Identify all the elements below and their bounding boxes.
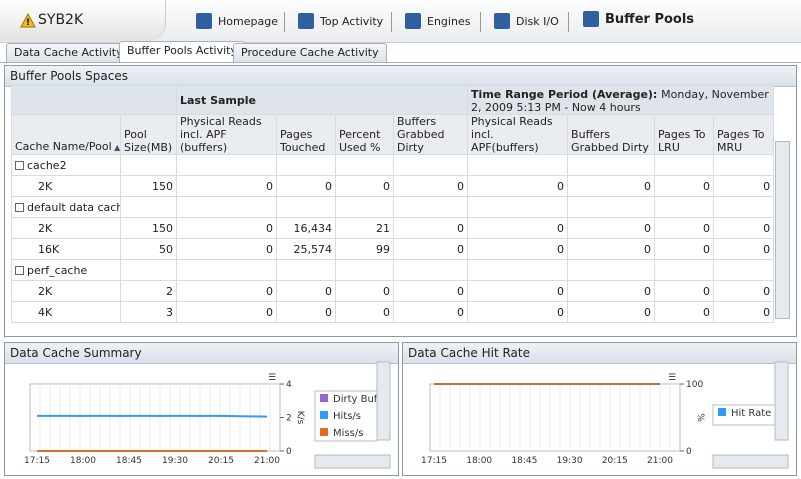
legend-swatch [718,408,726,416]
x-tick-label: 17:15 [24,456,50,466]
chart-menu: ☰ [268,373,276,383]
legend-label: Hit Rate [731,408,771,419]
scrollbar[interactable] [775,362,788,440]
y-tick-label: 4 [286,380,292,390]
series-line [37,416,267,417]
y-tick-label: 0 [286,447,292,457]
plot-area [430,384,680,451]
x-tick-label: 19:30 [162,456,188,466]
scrollbar[interactable] [377,362,390,440]
scrollbar[interactable] [315,455,390,468]
legend-label: Miss/s [333,428,363,439]
y-axis-label: % [695,413,705,422]
x-tick-label: 20:15 [602,456,628,466]
scrollbar[interactable] [713,455,788,468]
plot-area [30,384,280,451]
legend-label: Dirty Buf [333,394,378,405]
legend-swatch [320,428,328,436]
x-tick-label: 17:15 [421,456,447,466]
x-tick-label: 18:45 [511,456,537,466]
legend-label: Hits/s [333,411,361,422]
x-tick-label: 19:30 [557,456,583,466]
y-axis-label: K/s [295,411,305,425]
x-tick-label: 18:00 [70,456,96,466]
y-tick-label: 0 [686,447,692,457]
chart-menu: ☰ [668,373,676,383]
x-tick-label: 21:00 [647,456,673,466]
x-tick-label: 18:00 [466,456,492,466]
y-tick-label: 100 [686,380,703,390]
y-tick-label: 2 [286,414,292,424]
x-tick-label: 18:45 [116,456,142,466]
x-tick-label: 21:00 [254,456,280,466]
legend-swatch [320,394,328,402]
x-tick-label: 20:15 [208,456,234,466]
legend-swatch [320,411,328,419]
